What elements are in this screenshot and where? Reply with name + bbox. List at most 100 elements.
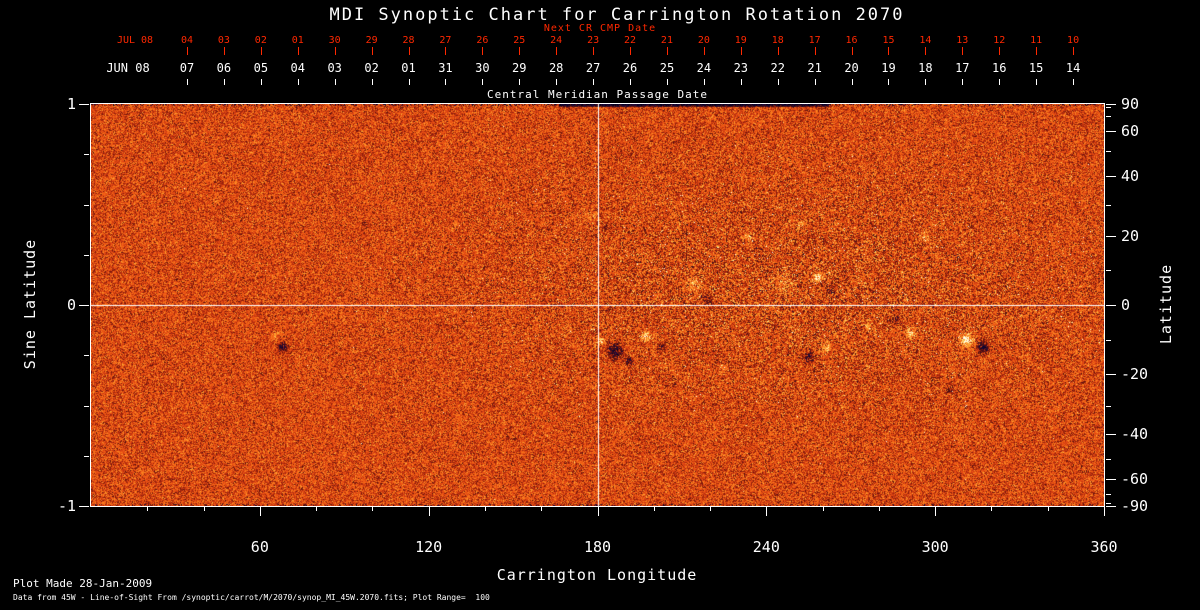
y-right-tick [1106,236,1116,238]
y-right-tick-label: -20 [1121,364,1149,383]
next-cr-date-tick [703,47,705,55]
next-cr-date-label: 25 [513,35,526,46]
cmp-date-tick [925,79,927,85]
cmp-date-tick [519,79,521,85]
y-right-tick-label: 60 [1121,121,1140,140]
next-cr-date-tick [666,47,668,55]
x-minor-tick [372,506,374,511]
x-minor-tick [991,506,993,511]
cmp-date-label: 19 [881,61,896,75]
x-minor-tick [147,506,149,511]
y-right-minor-tick [1106,107,1111,109]
next-cr-date-tick [777,47,779,55]
y-right-minor-tick [1106,502,1111,504]
x-minor-tick [653,506,655,511]
next-cr-month-label: JUL 08 [116,35,154,46]
cmp-date-tick [187,79,188,85]
y-right-minor-tick [1106,405,1111,407]
cmp-date-label: 17 [955,61,970,75]
y-left-tick [79,506,89,507]
cmp-date-label: 22 [770,61,785,75]
y-left-minor-tick [84,254,89,256]
next-cr-date-tick [445,47,447,55]
y-left-minor-tick [84,154,89,156]
y-left-tick-label: -1 [57,497,76,515]
next-cr-date-label: 19 [734,35,747,46]
next-cr-date-label: 29 [365,35,378,46]
cmp-date-label: 01 [401,61,416,75]
next-cr-date-tick [260,47,262,55]
y-left-tick-label: 0 [66,296,76,314]
next-cr-date-label: 16 [845,35,858,46]
next-cr-date-tick [593,47,595,55]
y-axis-right-title: Latitude [1157,263,1175,345]
x-minor-tick [541,506,543,511]
cmp-date-tick [260,79,262,85]
cmp-date-label: 30 [475,61,490,75]
next-cr-date-tick [223,47,225,55]
next-cr-date-label: 15 [882,35,895,46]
cmp-date-label: 04 [290,61,305,75]
cmp-month-label: JUN 08 [106,61,150,75]
next-cr-date-label: 02 [254,35,267,46]
next-cr-date-tick [740,47,742,55]
next-cr-date-tick [962,47,964,55]
cmp-date-label: 26 [622,61,638,75]
x-tick [597,506,599,516]
next-cr-date-tick [408,47,410,55]
cmp-date-label: 06 [216,61,232,75]
next-cr-date-tick [1036,47,1038,55]
y-right-tick [1106,373,1116,375]
next-cr-date-label: 03 [217,35,230,46]
cmp-date-tick [482,79,484,85]
cmp-date-label: 20 [844,61,859,75]
cmp-date-tick [408,79,410,85]
plot-made-note: Plot Made 28-Jan-2009 [13,577,153,590]
next-cr-date-tick [888,47,890,55]
next-cr-date-tick [187,47,188,55]
next-cr-date-label: 20 [697,35,710,46]
x-tick [766,506,768,516]
cmp-date-tick [814,79,816,85]
next-cr-date-label: 10 [1067,35,1080,46]
x-minor-tick [484,506,486,511]
cmp-date-label: 27 [585,61,601,75]
cmp-date-tick [1036,79,1038,85]
next-cr-date-label: 12 [993,35,1006,46]
next-cr-date-tick [556,47,558,55]
y-right-minor-tick [1106,151,1111,153]
cmp-axis-title: Central Meridian Passage Date [486,88,709,101]
cmp-date-label: 02 [364,61,379,75]
cmp-date-tick [703,79,705,85]
magnetogram-canvas [91,104,1104,506]
y-right-tick [1106,130,1116,132]
x-tick-label: 120 [415,538,443,556]
next-cr-date-label: 23 [587,35,600,46]
cmp-date-label: 31 [438,61,453,75]
next-cr-date-tick [371,47,373,55]
x-tick [259,506,261,516]
y-right-tick-label: -60 [1121,470,1149,489]
cmp-date-tick [445,79,447,85]
y-right-tick [1106,506,1116,507]
y-right-tick-label: 90 [1121,95,1140,113]
y-left-minor-tick [84,204,89,206]
x-tick-label: 60 [250,538,269,556]
cmp-date-tick [740,79,742,85]
next-cr-date-label: 30 [328,35,341,46]
cmp-date-label: 18 [918,61,933,75]
cmp-date-tick [999,79,1001,85]
y-right-tick [1106,104,1116,105]
cmp-date-tick [962,79,964,85]
next-cr-date-label: 24 [550,35,563,46]
next-cr-date-label: 27 [439,35,452,46]
y-right-minor-tick [1106,458,1111,460]
y-left-minor-tick [84,355,89,357]
cmp-date-label: 07 [179,61,195,75]
y-right-tick [1106,175,1116,177]
x-tick-label: 360 [1090,538,1118,556]
next-cr-date-tick [1073,47,1075,55]
next-cr-date-label: 13 [956,35,969,46]
x-minor-tick [316,506,318,511]
cmp-date-label: 21 [807,61,822,75]
